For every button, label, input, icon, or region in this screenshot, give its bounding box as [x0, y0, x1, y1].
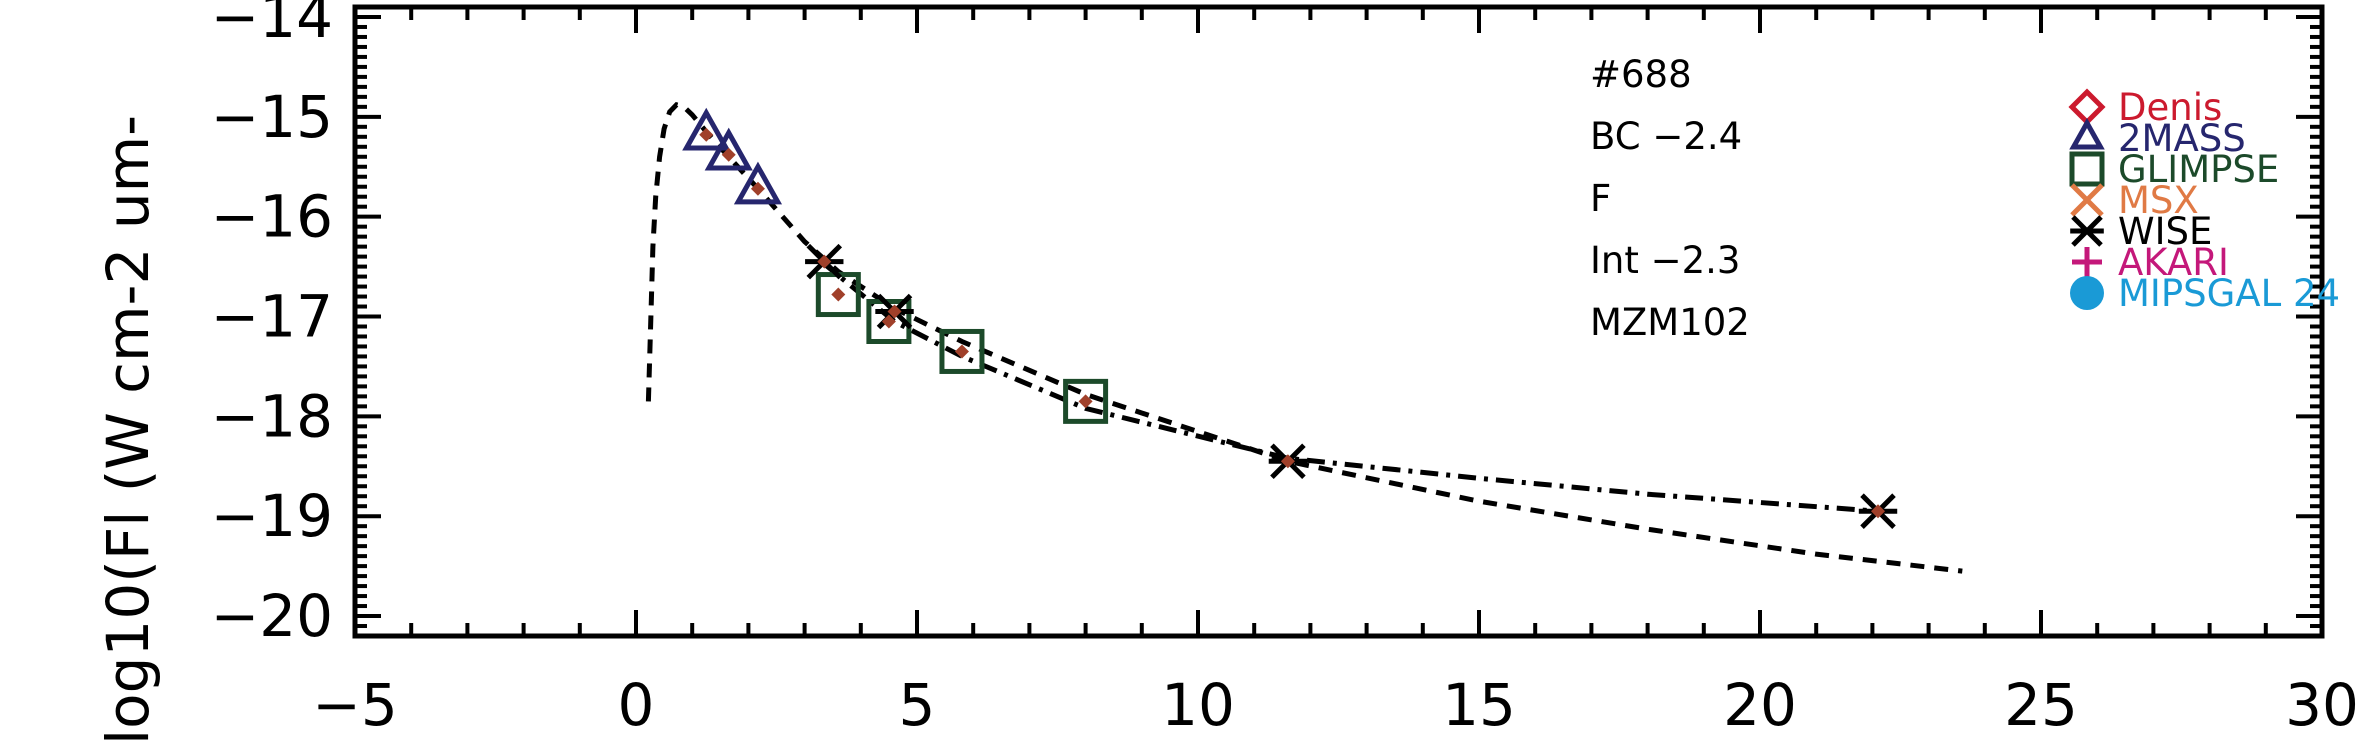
legend-diamond-icon [2068, 88, 2106, 126]
x-tick-label: 10 [1161, 671, 1235, 739]
legend-item: AKARI [2072, 241, 2229, 284]
y-tick-label: −15 [211, 83, 333, 151]
y-tick-label: −18 [211, 382, 333, 450]
legend-label: GLIMPSE [2118, 148, 2279, 191]
legend-item: MSX [2070, 179, 2199, 222]
model-curve-dashdot [819, 259, 1879, 514]
y-tick-label: −16 [211, 183, 333, 251]
plot-frame [352, 4, 2325, 639]
small-diamond-point [1078, 394, 1093, 409]
annotation-line: MZM102 [1590, 301, 1750, 344]
legend-x-icon [2070, 183, 2104, 217]
triangle-point [733, 161, 783, 205]
tick-labels: −5 0 5 10 15 20 25 30 −20 −19 −18 −17 −16 −15 −14 [211, 0, 2359, 739]
y-tick-label: −14 [211, 0, 333, 51]
x-tick-label: 5 [899, 671, 936, 739]
legend-triangle-icon [2069, 117, 2105, 150]
x-tick-label: 30 [2285, 671, 2359, 739]
model-curve-dashed [645, 101, 1963, 574]
legend-item: MIPSGAL 24 [2070, 272, 2340, 315]
small-diamond-point [699, 127, 714, 142]
small-diamond-point [1871, 504, 1886, 519]
x-tick-label: 15 [1442, 671, 1516, 739]
legend-item: Denis [2068, 86, 2222, 129]
x-tick-label: −5 [312, 671, 398, 739]
plot-axes [352, 4, 2325, 639]
legend-label: 2MASS [2118, 117, 2246, 160]
legend-label: AKARI [2118, 241, 2229, 284]
legend-label: Denis [2118, 86, 2222, 129]
small-diamond-point [1280, 454, 1295, 469]
small-diamond-point [881, 314, 896, 329]
x-tick-label: 20 [1723, 671, 1797, 739]
square-point [866, 299, 912, 344]
legend-item: GLIMPSE [2069, 148, 2279, 191]
legend-plus-icon [2072, 247, 2102, 277]
model-curves [645, 101, 1963, 574]
small-diamond-point [750, 181, 765, 196]
annotation-line: Int −2.3 [1590, 239, 1740, 282]
square-point [1063, 378, 1109, 424]
legend-item: WISE [2070, 210, 2212, 253]
y-tick-label: −17 [211, 283, 333, 351]
annotation-block: #688 BC −2.4 F Int −2.3 MZM102 [1590, 53, 1750, 344]
annotation-line: F [1590, 177, 1611, 220]
legend-square-icon [2069, 151, 2105, 187]
triangle-point [704, 127, 753, 171]
small-diamond-point [831, 287, 846, 302]
y-tick-label: −20 [211, 582, 333, 650]
legend-label: MSX [2118, 179, 2199, 222]
annotation-line: BC −2.4 [1590, 115, 1742, 158]
small-diamond-point [817, 254, 832, 269]
x-tick-label: 25 [2004, 671, 2078, 739]
legend-asterisk-icon [2070, 215, 2104, 247]
legend-label: MIPSGAL 24 [2118, 272, 2340, 315]
square-point [939, 328, 985, 374]
small-diamond-point [954, 344, 969, 359]
legend-item: 2MASS [2069, 117, 2246, 160]
y-tick-label: −19 [211, 482, 333, 550]
x-tick-label: 0 [618, 671, 655, 739]
annotation-line: #688 [1590, 53, 1692, 96]
small-diamond-point [887, 304, 902, 319]
legend-label: WISE [2118, 210, 2212, 253]
y-axis-label: log10(Fl (W cm-2 um- [94, 115, 162, 745]
small-diamond-point [721, 147, 736, 162]
triangle-point [682, 107, 731, 151]
photometry-points [682, 107, 1898, 529]
legend-circle-icon [2070, 276, 2104, 310]
